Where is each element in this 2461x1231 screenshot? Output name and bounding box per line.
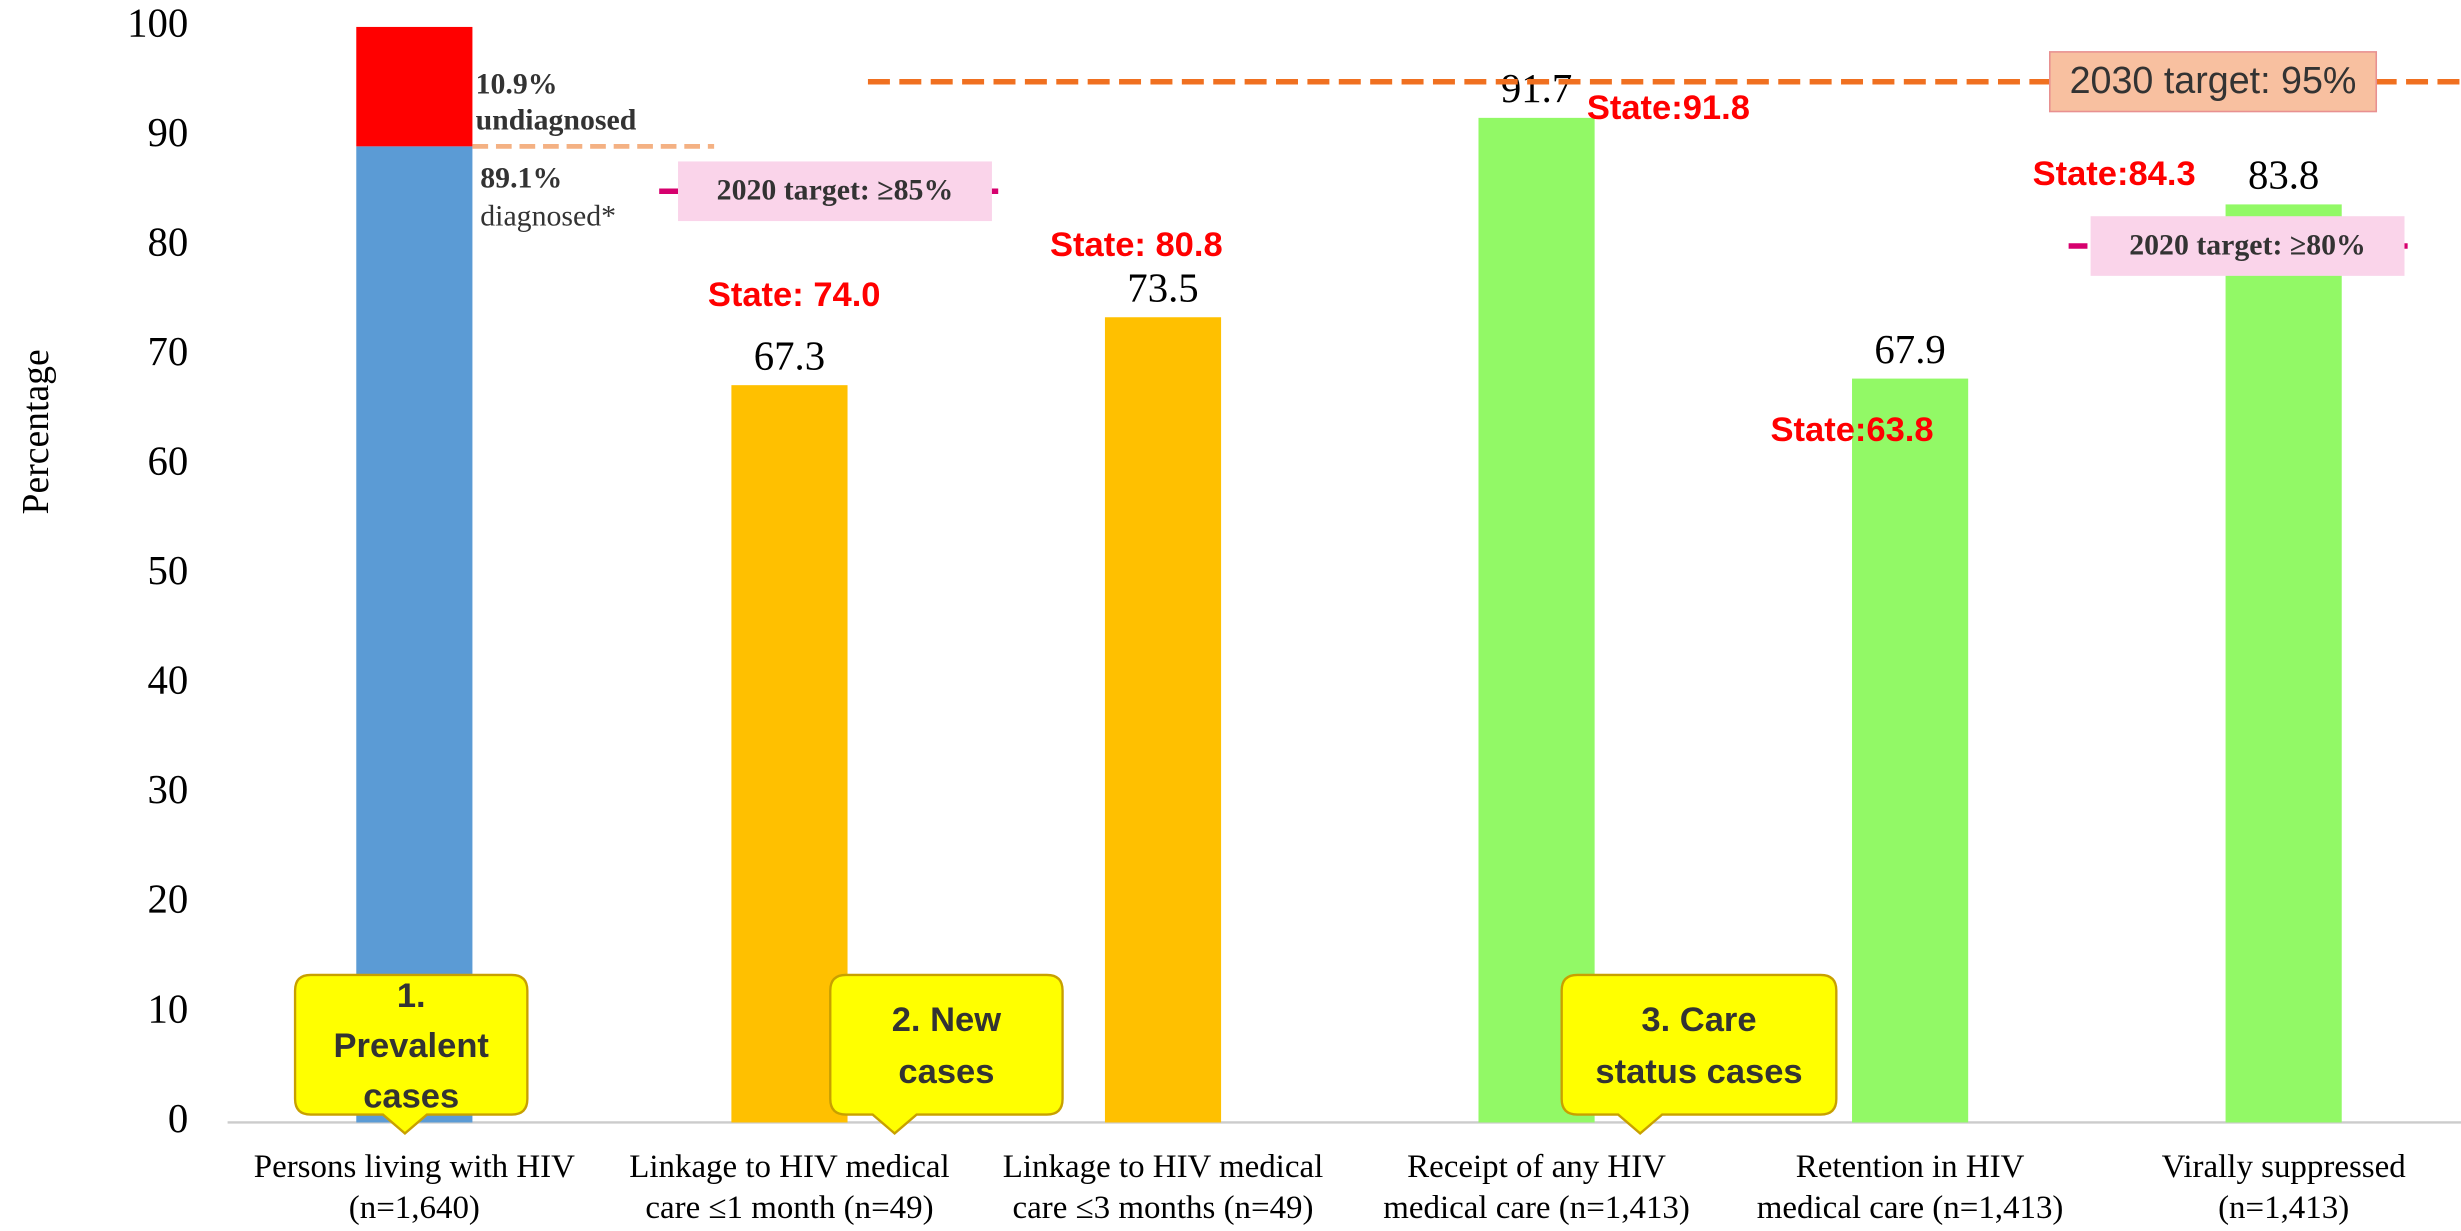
y-tick-label: 90 bbox=[148, 110, 189, 155]
x-tick-label: Linkage to HIV medical bbox=[629, 1149, 949, 1185]
value-label: 91.7 bbox=[1501, 66, 1572, 111]
x-tick-label: medical care (n=1,413) bbox=[1383, 1190, 1690, 1226]
value-label: 89.1% bbox=[480, 162, 562, 195]
y-tick-label: 20 bbox=[148, 877, 189, 922]
group-callout bbox=[829, 973, 1064, 1135]
state-label: State:84.3 bbox=[2033, 155, 2196, 193]
bar bbox=[1478, 117, 1595, 1123]
group-label: 2. New bbox=[892, 1001, 1001, 1039]
value-label: 73.5 bbox=[1127, 265, 1198, 310]
x-tick-label: care ≤3 months (n=49) bbox=[1013, 1190, 1314, 1226]
target-box bbox=[2049, 51, 2378, 113]
state-label: State:91.8 bbox=[1587, 89, 1750, 127]
bar bbox=[731, 385, 848, 1123]
state-label: State: 74.0 bbox=[708, 276, 881, 314]
target-label: 2020 target: ≥85% bbox=[717, 174, 954, 207]
target-label: 2020 target: ≥80% bbox=[2129, 228, 2366, 261]
value-label: 83.8 bbox=[2248, 153, 2319, 198]
group-label: status cases bbox=[1595, 1053, 1802, 1091]
x-tick-label: (n=1,640) bbox=[349, 1190, 480, 1226]
bar bbox=[356, 26, 473, 147]
x-tick-label: Retention in HIV bbox=[1796, 1149, 2025, 1185]
y-tick-label: 100 bbox=[127, 0, 188, 45]
y-axis-label: Percentage bbox=[15, 349, 57, 514]
group-callout bbox=[1560, 973, 1838, 1135]
y-tick-label: 50 bbox=[148, 548, 189, 593]
y-tick-label: 40 bbox=[148, 658, 189, 703]
bar bbox=[2225, 204, 2342, 1123]
group-label: 3. Care bbox=[1641, 1001, 1756, 1039]
series-label: diagnosed* bbox=[480, 199, 616, 232]
group-label: Prevalent bbox=[334, 1027, 490, 1065]
target-box bbox=[678, 161, 992, 222]
y-tick-label: 0 bbox=[168, 1096, 188, 1141]
group-label: cases bbox=[363, 1077, 459, 1115]
group-callout bbox=[293, 973, 529, 1135]
group-label: cases bbox=[898, 1053, 994, 1091]
value-label: 10.9% bbox=[476, 67, 558, 100]
y-tick-label: 70 bbox=[148, 329, 189, 374]
target-box bbox=[2090, 216, 2405, 276]
value-label: 67.3 bbox=[754, 333, 825, 378]
y-tick-label: 10 bbox=[148, 986, 189, 1031]
bar bbox=[1852, 378, 1969, 1123]
x-tick-label: (n=1,413) bbox=[2218, 1190, 2349, 1226]
value-label: 67.9 bbox=[1874, 327, 1945, 372]
bar bbox=[356, 146, 473, 1123]
x-tick-label: Linkage to HIV medical bbox=[1003, 1149, 1323, 1185]
x-tick-label: Persons living with HIV bbox=[254, 1149, 575, 1185]
x-tick-label: care ≤1 month (n=49) bbox=[645, 1190, 933, 1226]
state-label: State: 80.8 bbox=[1050, 226, 1223, 264]
bar bbox=[1104, 317, 1222, 1123]
state-label: State:63.8 bbox=[1770, 411, 1933, 449]
series-label: undiagnosed bbox=[476, 104, 637, 137]
y-tick-label: 30 bbox=[148, 767, 189, 812]
x-tick-label: Receipt of any HIV bbox=[1407, 1149, 1666, 1185]
y-tick-label: 80 bbox=[148, 219, 189, 264]
target-label: 2030 target: 95% bbox=[2070, 59, 2357, 101]
x-tick-label: medical care (n=1,413) bbox=[1757, 1190, 2064, 1226]
y-tick-label: 60 bbox=[148, 438, 189, 483]
group-label: 1. bbox=[397, 977, 426, 1015]
x-tick-label: Virally suppressed bbox=[2162, 1149, 2407, 1185]
